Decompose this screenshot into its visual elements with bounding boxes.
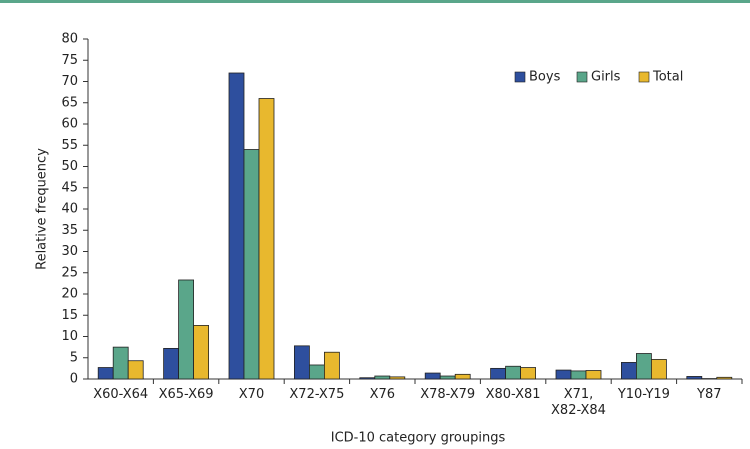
y-tick-label: 5 (70, 350, 78, 365)
bar (359, 377, 376, 380)
y-tick-label: 25 (61, 265, 78, 280)
bar (490, 367, 507, 380)
legend-label: Girls (591, 70, 621, 85)
y-tick-label: 60 (61, 117, 78, 132)
bar (293, 345, 310, 380)
bar (323, 351, 340, 380)
x-tick-label: X71, X82-X84 (551, 387, 606, 418)
bar (228, 72, 245, 380)
y-tick-label: 80 (61, 32, 78, 47)
bar (97, 367, 114, 380)
y-tick-label: 70 (61, 74, 78, 89)
x-tick-label: X60-X64 (93, 387, 149, 402)
bar (505, 365, 522, 380)
x-tick-label: Y87 (697, 387, 722, 402)
y-tick-label: 15 (61, 308, 78, 323)
bar (651, 359, 667, 380)
x-tick-label: X78-X79 (420, 387, 476, 402)
legend-swatch (576, 71, 588, 83)
legend-label: Boys (529, 70, 561, 85)
x-tick-label: X65-X69 (158, 387, 214, 402)
legend-swatch (638, 71, 650, 83)
bar (424, 372, 441, 380)
legend-swatch (514, 71, 526, 83)
bar (258, 98, 275, 380)
x-tick-label: X72-X75 (289, 387, 345, 402)
bar (308, 364, 325, 380)
y-tick-label: 55 (61, 138, 78, 153)
bar (163, 347, 180, 380)
bar (570, 370, 587, 380)
x-tick-label: X80-X81 (485, 387, 541, 402)
bar (178, 279, 195, 380)
y-tick-label: 65 (61, 95, 78, 110)
bar (621, 362, 637, 380)
y-tick-label: 50 (61, 159, 78, 174)
x-tick-label: X70 (238, 387, 265, 402)
bar (389, 376, 406, 380)
bar (454, 373, 471, 380)
y-tick-label: 35 (61, 223, 78, 238)
y-tick-label: 45 (61, 180, 78, 195)
bar (127, 360, 144, 380)
x-tick-label: Y10-Y19 (617, 387, 670, 402)
y-tick-label: 30 (61, 244, 78, 259)
bar (555, 369, 572, 380)
bar (374, 375, 391, 380)
bar (520, 367, 536, 380)
bar (636, 353, 652, 380)
y-axis-title: Relative frequency (35, 148, 50, 270)
y-tick-label: 40 (61, 202, 78, 217)
bar (716, 376, 733, 380)
bar (112, 346, 129, 380)
legend-label: Total (652, 70, 683, 85)
top-border (0, 0, 750, 3)
x-axis-title: ICD-10 category groupings (331, 431, 506, 446)
y-tick-label: 0 (70, 372, 78, 387)
bar (686, 376, 703, 380)
bar (243, 149, 260, 380)
bar (193, 325, 210, 380)
y-tick-label: 10 (61, 329, 78, 344)
y-tick-label: 20 (61, 287, 78, 302)
x-tick-label: X76 (369, 387, 396, 402)
y-tick-label: 75 (61, 53, 78, 68)
bar (439, 375, 456, 380)
bar (585, 370, 602, 380)
